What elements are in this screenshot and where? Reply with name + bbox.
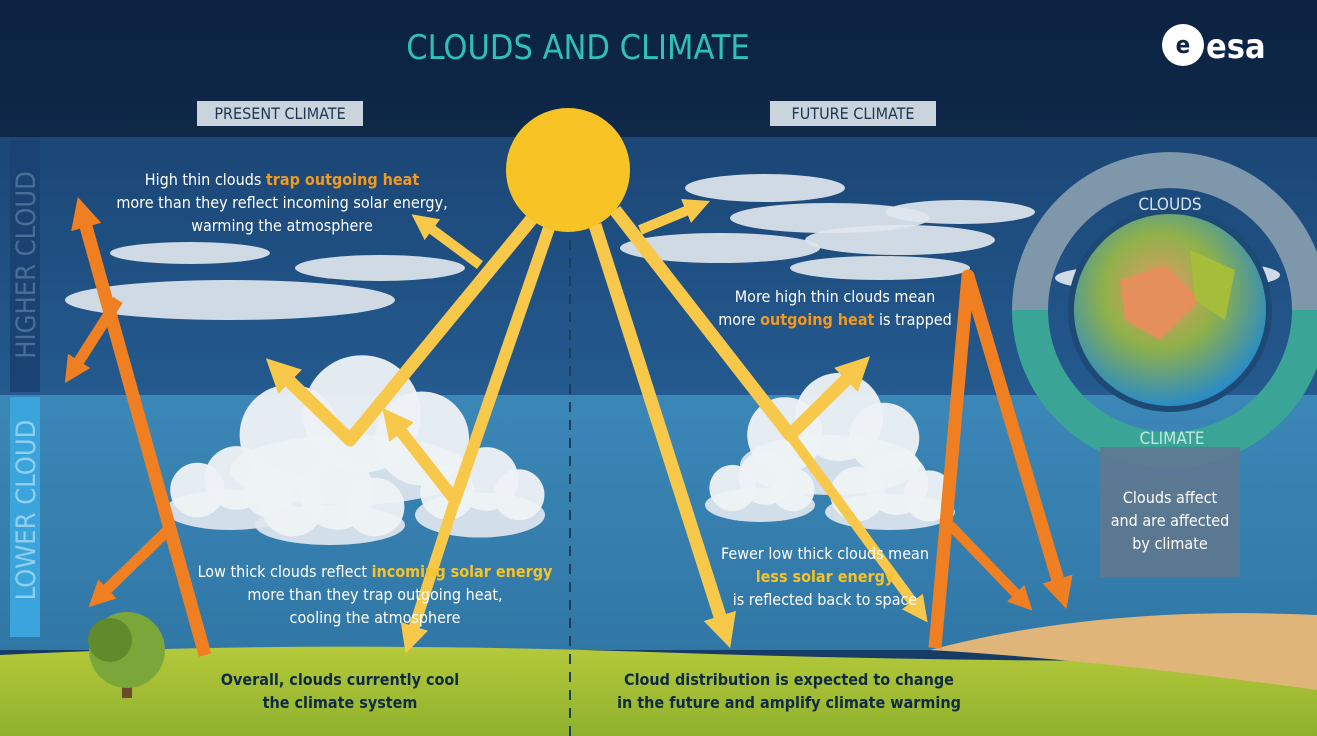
note-text: is reflected back to space: [733, 590, 918, 609]
ray: [265, 210, 541, 447]
cycle-arc-top: [1012, 152, 1317, 311]
cloud: [805, 225, 995, 255]
ray: [928, 269, 1073, 649]
ground: [0, 646, 1317, 736]
cycle-caption-box: [1100, 447, 1240, 577]
note-text: more: [718, 310, 760, 329]
note-line: cooling the atmosphere: [290, 608, 461, 627]
title: CLOUDS AND CLIMATE: [406, 28, 750, 68]
note-line: warming the atmosphere: [191, 216, 373, 235]
text-line: by climate: [1132, 534, 1208, 553]
cloud-puff: [493, 469, 545, 521]
continent: [1120, 265, 1200, 340]
ray: [64, 297, 123, 384]
cloud: [885, 200, 1035, 224]
text-line: in the future and amplify climate warmin…: [617, 693, 961, 712]
note-text: more than they reflect incoming solar en…: [116, 193, 447, 212]
text-line: Cloud distribution is expected to change: [624, 670, 954, 689]
note-text: more than they trap outgoing heat,: [247, 585, 502, 604]
ray: [400, 498, 461, 654]
text-line: Overall, clouds currently cool: [221, 670, 459, 689]
note-text: Fewer low thick clouds mean: [721, 544, 929, 563]
cloud-puff: [345, 477, 405, 537]
note-line: more than they trap outgoing heat,: [247, 585, 502, 604]
cloud-puff: [771, 468, 815, 512]
side-label: LOWER CLOUD: [11, 420, 42, 601]
panel-label: PRESENT CLIMATE: [214, 104, 345, 123]
text-line: and are affected: [1111, 511, 1230, 530]
note-text: warming the atmosphere: [191, 216, 373, 235]
text-line: Clouds affect: [1123, 488, 1218, 507]
cloud: [65, 280, 395, 320]
continent: [1190, 250, 1235, 320]
note-emphasis: incoming solar energy: [372, 562, 553, 581]
note-text: Low thick clouds reflect: [198, 562, 372, 581]
cloud: [790, 256, 970, 280]
note-text: More high thin clouds mean: [735, 287, 936, 306]
logo: esa: [1206, 27, 1266, 67]
ray: [946, 521, 1033, 611]
rays: [64, 196, 1073, 657]
ray: [71, 196, 212, 657]
ray: [638, 198, 711, 235]
tree-crown: [88, 618, 132, 662]
texts: High thin clouds trap outgoing heat more …: [116, 170, 1229, 712]
note-text: High thin clouds: [145, 170, 266, 189]
note-line: less solar energy: [756, 567, 895, 586]
logo-e: e: [1176, 31, 1191, 59]
note-emphasis: outgoing heat: [760, 310, 874, 329]
cloud: [620, 233, 820, 263]
note-line: Fewer low thick clouds mean: [721, 544, 929, 563]
text-line: the climate system: [263, 693, 418, 712]
note-line: Low thick clouds reflect incoming solar …: [198, 562, 553, 581]
note-line: More high thin clouds mean: [735, 287, 936, 306]
higher-strip: [10, 140, 40, 392]
cycle-top: CLOUDS: [1138, 195, 1201, 215]
sand-hill: [930, 613, 1317, 690]
ray: [588, 223, 736, 649]
cloud: [110, 242, 270, 264]
note-line: High thin clouds trap outgoing heat: [145, 170, 420, 189]
ray: [411, 214, 483, 270]
cloud: [685, 174, 845, 202]
ray: [88, 526, 172, 608]
panel-tag: [770, 101, 936, 126]
side-label: HIGHER CLOUD: [11, 171, 42, 359]
note-line: more outgoing heat is trapped: [718, 310, 951, 329]
ray: [785, 432, 928, 623]
logo-mark: [1162, 24, 1204, 66]
note-emphasis: less solar energy: [756, 567, 895, 586]
panel-label: FUTURE CLIMATE: [791, 104, 914, 123]
note-line: is reflected back to space: [733, 590, 918, 609]
note-line: more than they reflect incoming solar en…: [116, 193, 447, 212]
sun: [506, 108, 630, 232]
cloud: [295, 255, 465, 281]
lower-strip: [10, 397, 40, 637]
note-text: cooling the atmosphere: [290, 608, 461, 627]
cycle-bottom: CLIMATE: [1139, 429, 1204, 449]
panel-tag: [197, 101, 363, 126]
note-emphasis: trap outgoing heat: [266, 170, 419, 189]
note-text: is trapped: [874, 310, 951, 329]
